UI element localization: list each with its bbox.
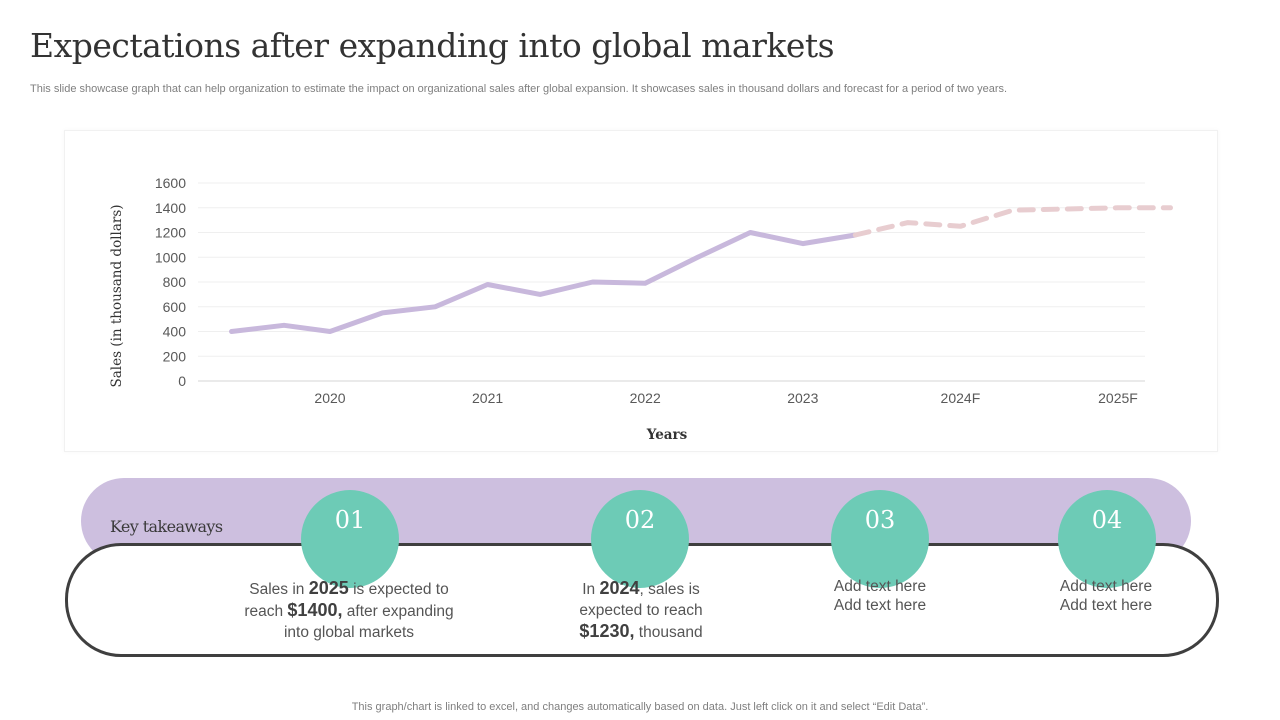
y-tick-label: 200 [163, 348, 187, 364]
y-axis-title: Sales (in thousand dollars) [109, 204, 125, 387]
x-tick-label: 2023 [787, 390, 818, 406]
takeaway-number-4: 04 [1091, 506, 1123, 534]
y-tick-label: 0 [178, 373, 186, 389]
x-tick-label: 2022 [630, 390, 661, 406]
footer-note: This graph/chart is linked to excel, and… [351, 701, 929, 713]
takeaway-number-3: 03 [864, 506, 896, 534]
y-tick-label: 1400 [155, 200, 186, 216]
takeaway-text-2: In 2024, sales is expected to reach $123… [579, 578, 703, 641]
x-tick-label: 2021 [472, 390, 503, 406]
takeaway-text-4: Add text here Add text here [1059, 578, 1153, 614]
takeaway-circle-3 [831, 490, 929, 588]
takeaway-number-1: 01 [334, 506, 366, 534]
x-tick-label: 2024F [941, 390, 981, 406]
y-tick-label: 800 [163, 274, 187, 290]
series-line-actual [229, 230, 858, 334]
y-tick-label: 600 [163, 299, 187, 315]
page-title: Expectations after expanding into global… [30, 26, 835, 65]
key-takeaways-label: Key takeaways [110, 517, 223, 536]
chart-panel: 0 200 400 600 800 1000 1200 1400 1600 2020 2021 202… [64, 130, 1218, 452]
y-tick-label: 1000 [155, 249, 186, 265]
takeaway-text-1: Sales in 2025 is expected to reach $1400… [244, 578, 454, 641]
series-line-forecast [852, 205, 1173, 238]
takeaway-text-3: Add text here Add text here [833, 578, 927, 614]
x-tick-label: 2020 [314, 390, 345, 406]
takeaway-circle-4 [1058, 490, 1156, 588]
x-tick-label: 2025F [1098, 390, 1138, 406]
page-subtitle: This slide showcase graph that can help … [30, 83, 1008, 95]
x-axis-title: Years [646, 427, 688, 443]
takeaway-circle-1 [301, 490, 399, 588]
takeaway-circle-2 [591, 490, 689, 588]
y-tick-label: 400 [163, 324, 187, 340]
y-tick-label: 1200 [155, 225, 186, 241]
y-tick-label: 1600 [155, 175, 186, 191]
takeaway-number-2: 02 [624, 506, 656, 534]
sales-line-chart[interactable]: 0 200 400 600 800 1000 1200 1400 1600 2020 2021 202… [65, 131, 1217, 451]
